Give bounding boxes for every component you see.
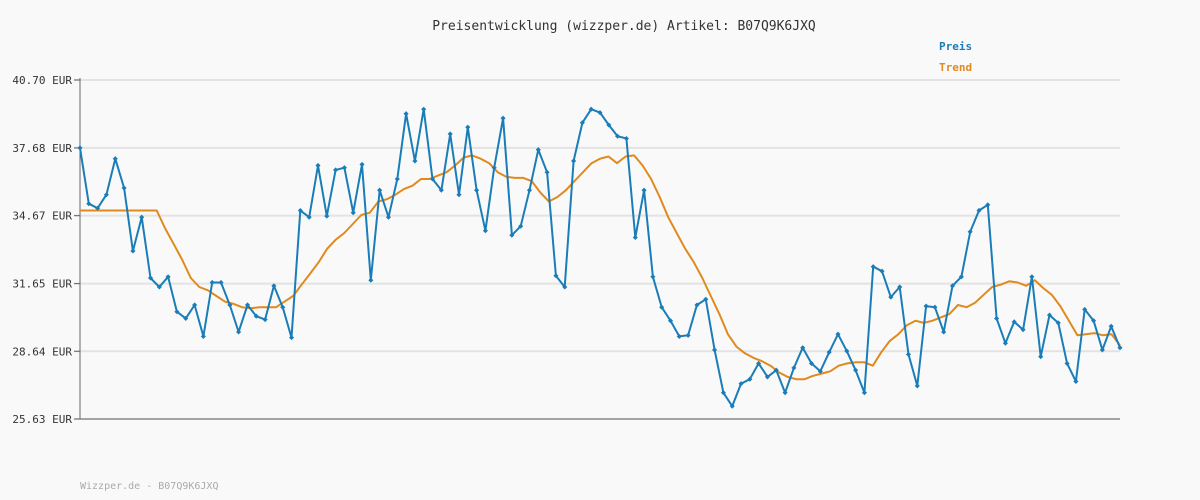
data-point-preis: [200, 333, 206, 339]
data-point-preis: [86, 201, 92, 207]
data-point-preis: [95, 205, 101, 211]
data-point-preis: [288, 335, 295, 341]
y-tick-label: 25.63 EUR: [12, 413, 72, 426]
data-point-preis: [403, 111, 409, 117]
chart-title: Preisentwicklung (wizzper.de) Artikel: B…: [432, 19, 816, 34]
data-point-preis: [377, 187, 383, 193]
data-point-preis: [147, 275, 154, 281]
data-point-preis: [341, 165, 347, 171]
data-point-preis: [905, 351, 911, 357]
data-point-preis: [641, 187, 647, 193]
data-point-preis: [615, 133, 621, 139]
data-point-preis: [77, 145, 83, 151]
data-point-preis: [209, 279, 215, 286]
data-point-preis: [976, 207, 982, 214]
data-point-preis: [826, 349, 832, 355]
series-line-preis: [79, 108, 1121, 408]
data-point-preis: [280, 304, 286, 310]
data-point-preis: [465, 124, 471, 130]
data-point-preis: [165, 274, 171, 280]
data-point-preis: [350, 210, 356, 216]
data-point-preis: [236, 329, 242, 335]
data-point-preis: [870, 264, 876, 270]
data-point-preis: [888, 294, 894, 300]
data-point-preis: [949, 283, 956, 289]
data-point-preis: [923, 303, 929, 309]
data-point-preis: [121, 185, 127, 191]
data-point-preis: [500, 115, 506, 121]
data-point-preis: [914, 383, 920, 389]
data-point-preis: [659, 304, 665, 310]
data-point-preis: [227, 302, 233, 308]
data-point-preis: [368, 277, 374, 283]
y-tick-label: 28.64 EUR: [12, 345, 72, 358]
data-point-preis: [183, 315, 189, 321]
data-point-preis: [324, 213, 330, 219]
data-point-preis: [482, 228, 488, 234]
data-point-preis: [394, 176, 400, 182]
data-point-preis: [315, 162, 321, 169]
data-point-preis: [941, 329, 947, 335]
data-point-preis: [897, 284, 903, 290]
legend-preis: Preis: [939, 40, 973, 53]
data-point-preis: [544, 169, 550, 175]
data-point-preis: [632, 234, 638, 240]
data-point-preis: [932, 304, 938, 310]
data-point-preis: [474, 187, 480, 193]
data-point-preis: [218, 279, 224, 286]
data-point-preis: [509, 232, 515, 238]
data-point-preis: [421, 106, 427, 112]
data-point-preis: [1055, 320, 1061, 326]
data-point-preis: [720, 390, 726, 396]
y-tick-label: 40.70 EUR: [12, 74, 72, 87]
data-point-preis: [271, 283, 277, 289]
data-point-preis: [650, 274, 656, 280]
data-point-preis: [571, 158, 577, 164]
data-point-preis: [156, 284, 162, 290]
data-point-preis: [994, 315, 1000, 321]
y-tick-label: 34.67 EUR: [12, 210, 72, 223]
data-point-preis: [333, 167, 339, 173]
data-point-preis: [174, 309, 180, 315]
data-point-preis: [985, 202, 991, 208]
data-point-preis: [623, 135, 629, 142]
data-point-preis: [244, 302, 251, 308]
data-point-preis: [262, 317, 268, 323]
data-point-preis: [447, 131, 453, 137]
data-point-preis: [192, 302, 198, 308]
footer-credit: Wizzper.de - B07Q9K6JXQ: [80, 481, 219, 492]
data-point-preis: [1073, 378, 1079, 384]
data-point-preis: [412, 158, 418, 164]
data-point-preis: [685, 332, 691, 338]
data-point-preis: [1099, 347, 1105, 353]
y-tick-label: 37.68 EUR: [12, 142, 72, 155]
data-point-preis: [1029, 274, 1035, 280]
data-point-preis: [297, 207, 303, 214]
data-point-preis: [130, 248, 136, 254]
data-point-preis: [1082, 306, 1088, 313]
data-point-preis: [456, 192, 462, 198]
data-point-preis: [1046, 312, 1053, 318]
data-point-preis: [597, 110, 603, 116]
legend-trend: Trend: [939, 61, 973, 74]
data-point-preis: [1002, 340, 1008, 346]
data-point-preis: [738, 381, 744, 387]
data-point-preis: [1038, 354, 1044, 360]
data-point-preis: [139, 214, 145, 220]
data-point-preis: [844, 348, 850, 354]
data-point-preis: [526, 187, 533, 193]
data-point-preis: [782, 390, 788, 396]
y-tick-label: 31.65 EUR: [12, 278, 72, 291]
data-point-preis: [773, 367, 779, 373]
data-point-preis: [253, 313, 259, 319]
data-point-preis: [429, 176, 436, 182]
data-point-preis: [562, 284, 568, 290]
data-point-preis: [112, 156, 118, 162]
data-point-preis: [359, 161, 365, 167]
data-point-preis: [879, 268, 885, 274]
